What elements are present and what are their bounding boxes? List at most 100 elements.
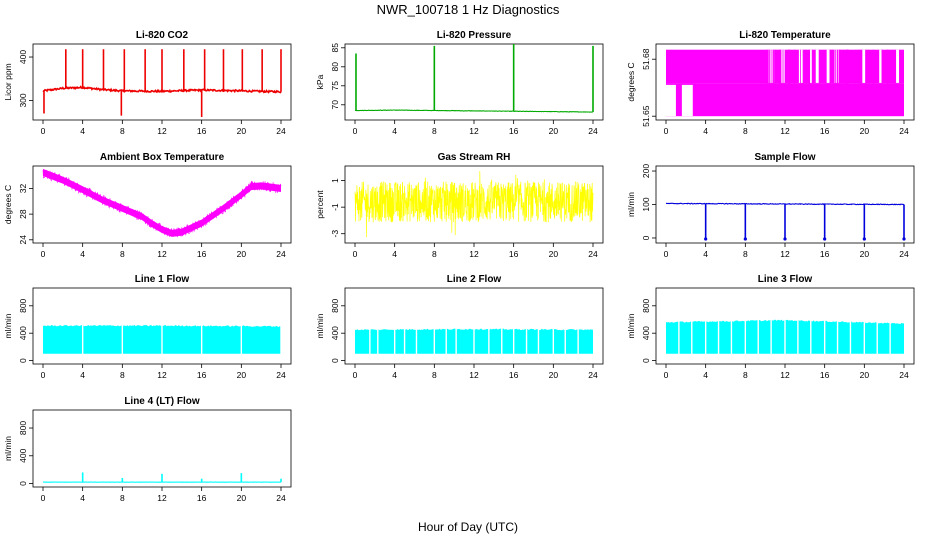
y-tick-label: 51.65 [641,105,651,127]
plot-area [42,472,282,483]
x-tick-label: 8 [743,370,748,380]
x-tick-label: 0 [41,370,46,380]
x-tick-label: 16 [509,249,519,259]
y-tick-label: 24 [18,235,28,245]
y-tick-label: 800 [18,298,28,312]
y-axis-label: ml/min [626,313,636,338]
rh-series-line [354,171,594,238]
y-axis-label: ml/min [3,436,13,461]
x-tick-label: 16 [509,370,519,380]
y-tick-label: 0 [330,358,340,363]
chart-panel-6: Sample Flow 0 4 8 12 16 20 24 0 100 200 ml/min [626,152,915,259]
chart-panel-4: Ambient Box Temperature 0 4 8 12 16 20 24 24 28 32… [3,152,292,259]
x-tick-label: 4 [80,493,85,503]
x-tick-label: 20 [237,249,247,259]
temp-band-lower [666,83,904,117]
spike-point [743,237,747,241]
y-tick-label: 400 [18,448,28,462]
temp-gap-high [768,49,775,83]
y-tick-label: 200 [641,164,651,178]
x-tick-label: 16 [197,370,207,380]
y-axis-label: percent [315,190,325,219]
x-tick-label: 16 [197,493,207,503]
x-tick-label: 8 [120,126,125,136]
temp-gap-high [896,49,900,83]
x-tick-label: 12 [157,249,167,259]
x-tick-label: 8 [432,126,437,136]
x-tick-label: 0 [41,493,46,503]
chart-panel-5: Gas Stream RH 0 4 8 12 16 20 24 -3 -1 1 percent [315,152,604,259]
series-line [354,109,593,113]
temp-noise-line [42,169,282,238]
x-tick-label: 16 [509,126,519,136]
y-tick-label: 80 [330,62,340,72]
y-tick-label: 32 [18,183,28,193]
y-axis-label: ml/min [315,313,325,338]
y-axis-label: degrees C [626,62,636,101]
y-tick-label: 0 [641,235,651,240]
x-tick-label: 0 [353,370,358,380]
x-tick-label: 0 [353,249,358,259]
x-tick-label: 0 [41,249,46,259]
x-tick-label: 12 [780,370,790,380]
x-tick-label: 8 [432,249,437,259]
x-tick-label: 4 [80,249,85,259]
y-tick-label: 800 [18,421,28,435]
y-tick-label: -1 [330,203,340,211]
y-axis-label: Licor ppm [3,63,13,100]
plot-area [666,49,904,117]
figure-title: NWR_100718 1 Hz Diagnostics [377,2,560,17]
plot-area [42,168,282,238]
y-tick-label: 400 [18,326,28,340]
plot-area [42,49,282,117]
y-tick-label: 400 [330,326,340,340]
x-tick-label: 4 [392,126,397,136]
x-tick-label: 24 [276,493,286,503]
x-tick-label: 0 [664,126,669,136]
x-tick-label: 20 [549,249,559,259]
y-tick-label: 75 [330,81,340,91]
temp-gap-high [798,49,804,83]
temp-gap-low [666,84,676,117]
panel-title: Li-820 Temperature [739,30,831,41]
y-axis-label: kPa [315,74,325,89]
temp-envelope [43,168,281,237]
panel-title: Line 3 Flow [758,274,813,285]
temp-gap-high [781,49,785,83]
chart-panel-2: Li-820 Pressure 0 4 8 12 16 20 24 70 75 80 85 kPa [315,30,604,136]
y-axis-label: degrees C [3,185,13,224]
chart-panel-8: Line 2 Flow 0 4 8 12 16 20 24 0 400 800 ml/min [315,274,604,380]
y-tick-label: 51.68 [641,48,651,70]
x-tick-label: 4 [80,126,85,136]
chart-panel-7: Line 1 Flow 0 4 8 12 16 20 24 0 400 800 ml/min [3,274,292,380]
x-tick-label: 20 [860,126,870,136]
x-tick-label: 8 [743,249,748,259]
temp-gap-high [879,49,883,83]
x-tick-label: 4 [80,370,85,380]
x-tick-label: 12 [469,249,479,259]
temp-gap-high [862,49,867,83]
x-tick-label: 8 [432,370,437,380]
x-tick-label: 12 [469,370,479,380]
x-tick-label: 24 [588,126,598,136]
chart-panel-3: Li-820 Temperature 0 4 8 12 16 20 24 51.65 51.68 d… [626,30,915,136]
x-tick-label: 0 [664,370,669,380]
plot-area [355,327,593,355]
temp-gap-low [681,84,693,117]
y-tick-label: 800 [330,298,340,312]
spike-point [823,237,827,241]
x-tick-label: 4 [392,249,397,259]
y-tick-label: 70 [330,100,340,110]
x-tick-label: 24 [276,126,286,136]
x-tick-label: 12 [157,493,167,503]
spike-point [704,237,708,241]
x-axis-label: Hour of Day (UTC) [418,520,518,534]
x-tick-label: 0 [353,126,358,136]
x-tick-label: 24 [899,126,909,136]
y-tick-label: 0 [18,481,28,486]
x-tick-label: 8 [120,249,125,259]
x-tick-label: 20 [237,493,247,503]
y-tick-label: 300 [18,93,28,107]
panel-title: Line 4 (LT) Flow [124,396,200,407]
